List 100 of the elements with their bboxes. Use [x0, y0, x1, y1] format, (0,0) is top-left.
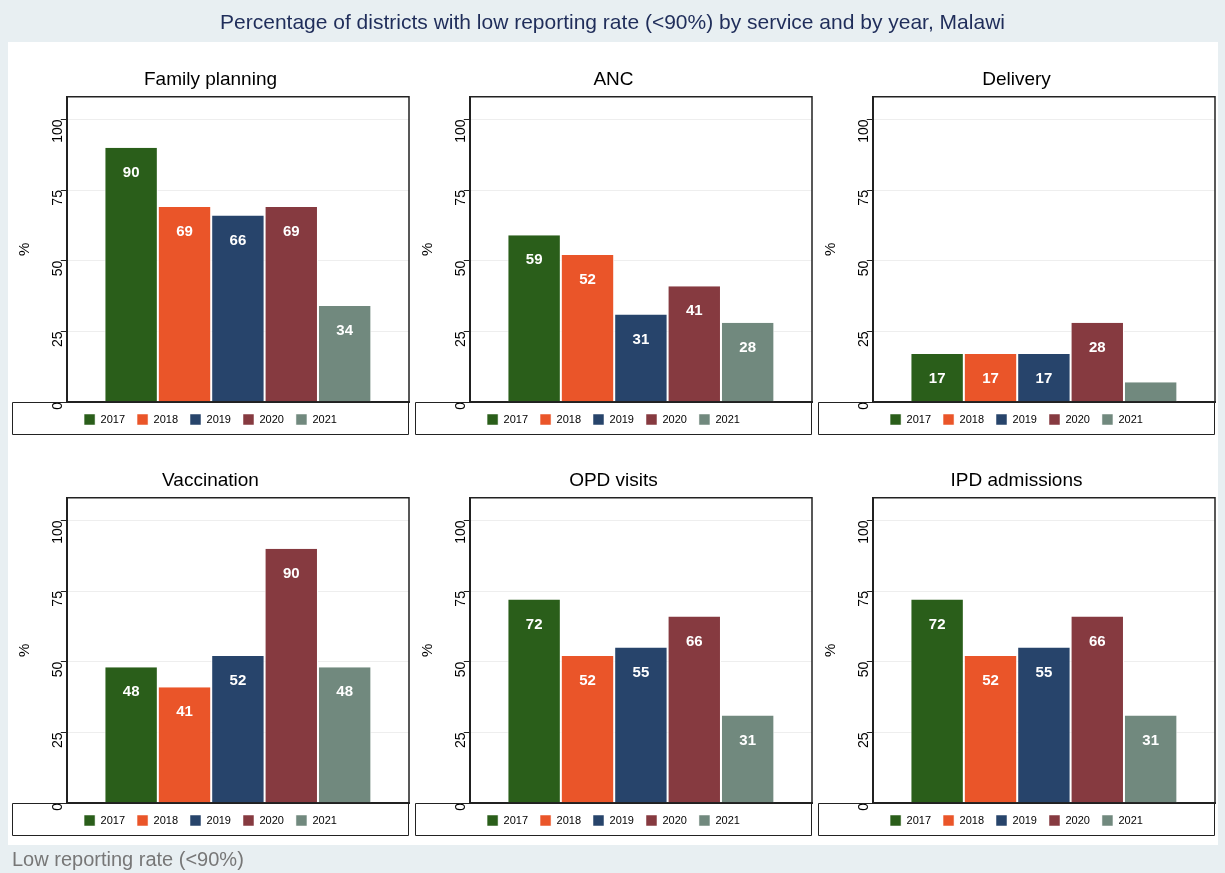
legend-label: 2019 — [609, 412, 634, 425]
legend-label: 2020 — [259, 813, 284, 826]
y-tick-label: 25 — [451, 331, 468, 347]
data-label: 34 — [336, 321, 354, 339]
legend-label: 2019 — [609, 813, 634, 826]
legend-label: 2018 — [556, 813, 582, 826]
data-label: 90 — [282, 563, 300, 581]
data-label: 17 — [982, 369, 999, 387]
data-label: 52 — [982, 671, 999, 689]
text: Percentage of districts with low reporting rate (<90%) by service and by year, Malawi — [219, 9, 1006, 35]
legend-label: 2017 — [906, 813, 932, 826]
y-axis-title: % — [15, 643, 33, 658]
y-tick-label: 0 — [48, 401, 65, 410]
chart-title: IPD admissions — [950, 468, 1083, 490]
legend-label: 2021 — [1118, 412, 1143, 425]
legend-label: 2021 — [715, 412, 740, 425]
y-tick-label: 100 — [854, 520, 871, 544]
y-tick-label: 75 — [48, 590, 65, 607]
legend-label: 2021 — [312, 412, 337, 425]
data-label: 48 — [336, 682, 354, 700]
data-label: 66 — [685, 631, 703, 649]
y-tick-label: 0 — [451, 802, 468, 811]
y-tick-label: 25 — [854, 331, 871, 347]
y-tick-label: 25 — [48, 732, 65, 748]
data-label: 28 — [739, 338, 757, 356]
chart-title: Vaccination — [162, 468, 259, 490]
data-label: 31 — [739, 730, 757, 748]
y-tick-label: 50 — [451, 260, 468, 277]
legend-label: 2020 — [1065, 813, 1090, 826]
data-label: 52 — [579, 270, 596, 288]
y-tick-label: 50 — [48, 260, 65, 277]
data-label: 31 — [1142, 730, 1160, 748]
data-label: 66 — [229, 230, 247, 248]
legend-label: 2020 — [1065, 412, 1090, 425]
y-tick-label: 75 — [854, 189, 871, 206]
y-tick-label: 75 — [854, 590, 871, 607]
chart-title: ANC — [593, 67, 634, 89]
legend-label: 2017 — [503, 412, 529, 425]
data-label: 55 — [1035, 662, 1053, 680]
legend-label: 2017 — [100, 813, 126, 826]
data-label: 48 — [122, 682, 140, 700]
legend-label: 2019 — [1012, 412, 1037, 425]
y-tick-label: 100 — [48, 520, 65, 544]
data-label: 72 — [525, 614, 543, 632]
data-label: 69 — [282, 222, 300, 240]
data-label: 59 — [525, 250, 543, 268]
legend-label: 2021 — [715, 813, 740, 826]
legend-label: 2018 — [959, 813, 985, 826]
y-axis-title: % — [418, 643, 436, 658]
y-axis-title: % — [821, 242, 839, 257]
data-label: 90 — [122, 162, 140, 180]
legend-label: 2021 — [1118, 813, 1143, 826]
data-label: 41 — [685, 301, 703, 319]
y-axis-title: % — [418, 242, 436, 257]
data-label: 66 — [1088, 631, 1106, 649]
legend-label: 2018 — [959, 412, 985, 425]
data-label: 55 — [632, 662, 650, 680]
y-tick-label: 100 — [451, 119, 468, 143]
data-label: 52 — [229, 671, 247, 689]
legend-label: 2018 — [153, 412, 179, 425]
legend-label: 2017 — [906, 412, 932, 425]
legend-label: 2020 — [662, 412, 687, 425]
y-tick-label: 100 — [854, 119, 871, 143]
y-tick-label: 0 — [48, 802, 65, 811]
data-label: 17 — [928, 369, 946, 387]
data-label: 72 — [928, 614, 946, 632]
y-tick-label: 75 — [451, 189, 468, 206]
text: Low reporting rate (<90%) — [12, 848, 244, 871]
legend-label: 2020 — [259, 412, 284, 425]
legend-label: 2021 — [312, 813, 337, 826]
y-tick-label: 75 — [48, 189, 65, 206]
legend-label: 2019 — [206, 813, 231, 826]
data-label: 17 — [1035, 369, 1053, 387]
chart-title: Family planning — [143, 67, 278, 89]
y-tick-label: 0 — [451, 401, 468, 410]
y-tick-label: 50 — [854, 661, 871, 678]
y-tick-label: 100 — [451, 520, 468, 544]
data-label: 41 — [176, 702, 193, 720]
y-tick-label: 100 — [48, 119, 65, 143]
data-label: 31 — [632, 329, 650, 347]
y-tick-label: 50 — [854, 260, 871, 277]
data-label: 28 — [1088, 338, 1106, 356]
legend-label: 2017 — [503, 813, 529, 826]
legend-label: 2018 — [556, 412, 582, 425]
y-tick-label: 25 — [451, 732, 468, 748]
data-label: 69 — [176, 222, 193, 240]
y-tick-label: 25 — [48, 331, 65, 347]
y-tick-label: 75 — [451, 590, 468, 607]
y-axis-title: % — [821, 643, 839, 658]
y-tick-label: 25 — [854, 732, 871, 748]
chart-title: OPD visits — [569, 468, 658, 490]
y-tick-label: 0 — [854, 802, 871, 811]
legend-label: 2019 — [206, 412, 231, 425]
y-tick-label: 0 — [854, 401, 871, 410]
y-axis-title: % — [15, 242, 33, 257]
chart-title: Delivery — [982, 67, 1052, 89]
y-tick-label: 50 — [48, 661, 65, 678]
legend-label: 2020 — [662, 813, 687, 826]
legend-label: 2017 — [100, 412, 126, 425]
data-label: 52 — [579, 671, 596, 689]
